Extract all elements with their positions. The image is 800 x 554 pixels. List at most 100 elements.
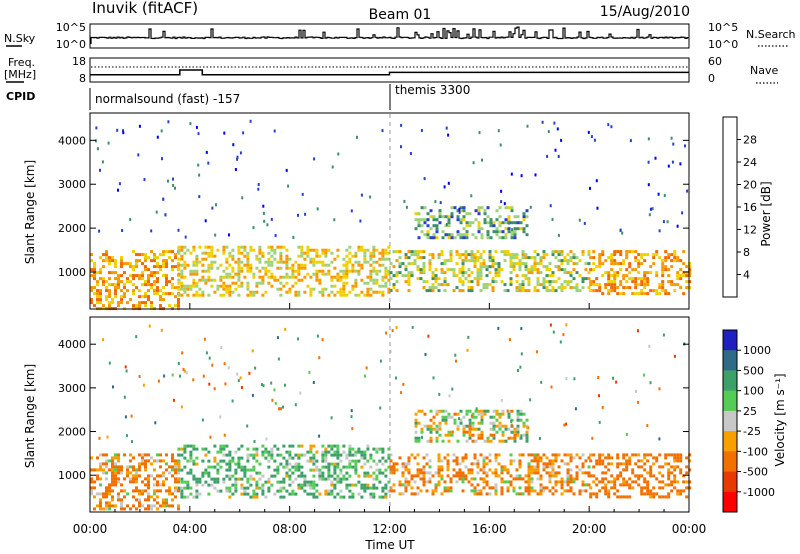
heatmap-cell xyxy=(509,253,513,257)
heatmap-cell xyxy=(447,181,450,185)
heatmap-cell xyxy=(124,415,127,419)
heatmap-cell xyxy=(407,471,411,475)
heatmap-cell xyxy=(99,271,102,275)
heatmap-cell xyxy=(565,422,568,426)
heatmap-cell xyxy=(536,253,540,257)
heatmap-cell xyxy=(243,489,247,493)
heatmap-cell xyxy=(557,259,561,263)
heatmap-cell xyxy=(515,492,519,496)
heatmap-cell xyxy=(120,259,123,263)
heatmap-cell xyxy=(461,459,465,463)
heatmap-cell xyxy=(419,477,423,481)
colorbar-tick-label: 4 xyxy=(743,269,750,282)
heatmap-cell xyxy=(509,277,513,281)
heatmap-cell xyxy=(291,269,295,273)
heatmap-cell xyxy=(381,263,385,267)
heatmap-cell xyxy=(141,295,144,299)
heatmap-cell xyxy=(342,272,346,276)
heatmap-cell xyxy=(300,444,304,448)
heatmap-cell xyxy=(662,333,665,337)
heatmap-cell xyxy=(147,477,150,481)
heatmap-cell xyxy=(309,486,313,490)
heatmap-cell xyxy=(255,281,259,285)
heatmap-cell xyxy=(536,280,540,284)
heatmap-cell xyxy=(324,477,328,481)
heatmap-cell xyxy=(423,412,427,416)
heatmap-cell xyxy=(228,465,232,469)
heatmap-cell xyxy=(240,386,243,389)
heatmap-cell xyxy=(425,489,429,493)
heatmap-cell xyxy=(485,483,489,487)
heatmap-cell xyxy=(449,256,453,260)
heatmap-cell xyxy=(560,492,564,496)
heatmap-cell xyxy=(607,283,611,287)
heatmap-cell xyxy=(429,430,433,434)
heatmap-cell xyxy=(285,471,289,475)
heatmap-cell xyxy=(625,462,629,466)
heatmap-cell xyxy=(225,287,229,291)
heatmap-cell xyxy=(318,477,322,481)
x-tick-label: 20:00 xyxy=(572,522,607,536)
heatmap-cell xyxy=(621,231,624,235)
heatmap-cell xyxy=(150,474,153,478)
heatmap-cell xyxy=(138,301,141,305)
heatmap-cell xyxy=(420,430,424,434)
heatmap-cell xyxy=(604,489,608,493)
heatmap-cell xyxy=(625,465,629,469)
heatmap-cell xyxy=(515,280,519,284)
heatmap-cell xyxy=(93,507,96,511)
heatmap-cell xyxy=(688,468,692,472)
heatmap-cell xyxy=(345,260,349,264)
heatmap-cell xyxy=(521,280,525,284)
heatmap-cell xyxy=(560,459,564,463)
heatmap-cell xyxy=(129,480,132,484)
heatmap-cell xyxy=(464,477,468,481)
heatmap-cell xyxy=(378,263,382,267)
heatmap-cell xyxy=(234,480,238,484)
heatmap-cell xyxy=(392,483,396,487)
heatmap-cell xyxy=(494,271,498,275)
heatmap-cell xyxy=(441,230,445,234)
heatmap-cell xyxy=(312,444,316,448)
heatmap-cell xyxy=(598,283,602,287)
heatmap-cell xyxy=(205,351,208,355)
heatmap-cell xyxy=(156,292,159,296)
heatmap-cell xyxy=(231,483,235,487)
heatmap-cell xyxy=(508,221,510,225)
heatmap-cell xyxy=(420,129,423,132)
heatmap-cell xyxy=(285,465,289,469)
heatmap-cell xyxy=(434,280,438,284)
heatmap-cell xyxy=(384,248,388,252)
heatmap-cell xyxy=(426,224,430,228)
heatmap-cell xyxy=(407,262,411,266)
heatmap-cell xyxy=(183,450,187,454)
heatmap-cell xyxy=(395,289,399,293)
heatmap-cell xyxy=(410,274,414,278)
heatmap-cell xyxy=(288,444,292,448)
heatmap-cell xyxy=(369,495,373,499)
heatmap-cell xyxy=(622,468,626,472)
heatmap-cell xyxy=(480,436,484,440)
heatmap-cell xyxy=(536,277,540,281)
heatmap-cell xyxy=(135,265,138,269)
heatmap-cell xyxy=(455,480,459,484)
heatmap-cell xyxy=(688,262,692,266)
heatmap-cell xyxy=(422,477,426,481)
heatmap-cell xyxy=(327,477,331,481)
heatmap-cell xyxy=(646,453,650,457)
heatmap-cell xyxy=(452,474,456,478)
heatmap-cell xyxy=(566,259,570,263)
heatmap-cell xyxy=(96,298,99,302)
heatmap-cell xyxy=(542,277,546,281)
heatmap-cell xyxy=(291,480,295,484)
heatmap-cell xyxy=(506,250,510,254)
heatmap-cell xyxy=(506,471,510,475)
heatmap-cell xyxy=(640,489,644,493)
heatmap-cell xyxy=(670,283,674,287)
heatmap-cell xyxy=(503,283,507,287)
heatmap-cell xyxy=(486,439,490,443)
heatmap-cell xyxy=(102,283,105,287)
heatmap-cell xyxy=(510,230,514,234)
heatmap-cell xyxy=(483,212,487,216)
